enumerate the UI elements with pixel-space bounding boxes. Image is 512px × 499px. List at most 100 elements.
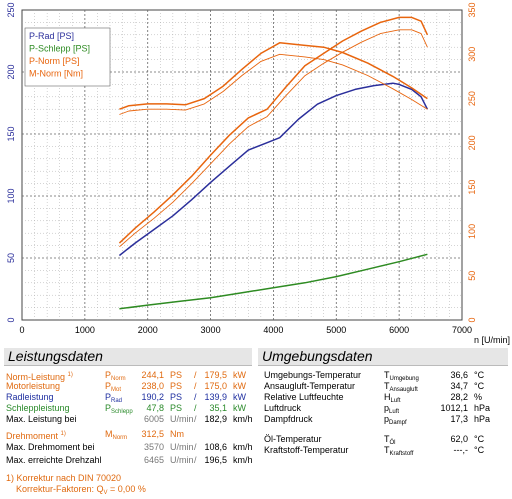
row-value2: 108,6 xyxy=(204,442,227,452)
row-value: 36,6 xyxy=(450,370,468,380)
row-sep: / xyxy=(194,414,197,424)
y-left-tick-label: 150 xyxy=(6,126,16,141)
row-value1: 312,5 xyxy=(141,429,164,439)
row-unit1: U/min xyxy=(170,442,194,452)
row-value2: 139,9 xyxy=(204,392,227,402)
legend-entry: M-Norm [Nm] xyxy=(29,69,83,79)
legend-entry: P-Rad [PS] xyxy=(29,31,74,41)
legend-box xyxy=(24,27,111,87)
row-unit: °C xyxy=(474,434,485,444)
y-right-tick-label: 250 xyxy=(467,91,477,106)
y-right-tick-label: 100 xyxy=(467,224,477,239)
series-line-1 xyxy=(119,253,428,310)
y-right-tick-label: 50 xyxy=(467,271,477,281)
y-right-tick-label: 150 xyxy=(467,180,477,195)
row-unit: % xyxy=(474,392,483,402)
y-left-tick-label: 0 xyxy=(6,317,16,322)
row-label: Luftdruck xyxy=(264,403,302,413)
row-value: 34,7 xyxy=(450,381,468,391)
row-value1: 6465 xyxy=(143,455,164,465)
x-tick-label: 6000 xyxy=(389,325,409,335)
row-unit1: U/min xyxy=(170,455,194,465)
row-value1: 6005 xyxy=(143,414,164,424)
leistungsdaten-panel: Leistungsdaten Norm-Leistung 1) PNorm 244,… xyxy=(4,348,253,496)
row-value1: 3570 xyxy=(143,442,164,452)
row-unit: °C xyxy=(474,381,485,391)
leistung-row: Norm-Leistung 1) PNorm 244,1 PS / 179,5 kW xyxy=(4,370,252,382)
row-value: 28,2 xyxy=(450,392,468,402)
y-left-tick-label: 250 xyxy=(6,2,16,17)
row-sep: / xyxy=(194,381,197,391)
leistungsdaten-title: Leistungsdaten xyxy=(4,348,252,366)
row-symbol: PNorm xyxy=(105,370,126,382)
row-symbol: PSchlepp xyxy=(105,403,133,415)
row-label: Motorleistung xyxy=(6,381,61,391)
row-unit1: PS xyxy=(170,392,183,402)
x-tick-label: 1000 xyxy=(75,325,95,335)
row-unit1: U/min xyxy=(170,414,194,424)
row-value2: 196,5 xyxy=(204,455,227,465)
row-symbol: PMot xyxy=(105,381,122,393)
footnote-din: 1) Korrektur nach DIN 70020 xyxy=(6,473,122,483)
row-label: Umgebungs-Temperatur xyxy=(264,370,362,380)
footnote-korrektur: Korrektur-Faktoren: QV = 0,00 % xyxy=(16,484,146,496)
row-symbol: TAnsaugluft xyxy=(384,381,418,393)
row-label: Dampfdruck xyxy=(264,414,313,424)
row-symbol: PRad xyxy=(105,392,123,404)
row-sep: / xyxy=(194,370,197,380)
row-label: Öl-Temperatur xyxy=(264,434,322,444)
umgebung-row: Ansaugluft-Temperatur TAnsaugluft 34,7 °C xyxy=(258,381,508,393)
row-symbol: MNorm xyxy=(105,429,128,441)
chart-series xyxy=(118,16,429,310)
row-value1: 244,1 xyxy=(141,370,164,380)
x-tick-label: 7000 xyxy=(452,325,472,335)
y-right-tick-label: 350 xyxy=(467,2,477,17)
row-value2: 179,5 xyxy=(204,370,227,380)
series-line-2 xyxy=(118,16,429,244)
row-unit: hPa xyxy=(474,414,491,424)
x-tick-label: 4000 xyxy=(263,325,283,335)
umgebung-row: Öl-Temperatur TÖl 62,0 °C xyxy=(258,434,508,446)
umgebung-row: Dampfdruck pDampf 17,3 hPa xyxy=(258,414,508,426)
row-symbol: HLuft xyxy=(384,392,401,404)
series-line-0 xyxy=(118,82,429,257)
x-axis-label: n [U/min] xyxy=(474,335,510,345)
umgebung-row: Umgebungs-Temperatur TUmgebung 36,6 °C xyxy=(258,370,508,382)
row-label: Relative Luftfeuchte xyxy=(264,392,344,402)
row-sep: / xyxy=(194,392,197,402)
row-sep: / xyxy=(194,455,197,465)
x-tick-label: 0 xyxy=(19,325,24,335)
row-sep: / xyxy=(194,442,197,452)
series-line-5 xyxy=(119,53,428,115)
row-unit2: kW xyxy=(233,403,246,413)
row-label: Kraftstoff-Temperatur xyxy=(264,445,349,455)
legend-entry: P-Norm [PS] xyxy=(29,56,80,66)
row-value: 62,0 xyxy=(450,434,468,444)
x-tick-label: 2000 xyxy=(138,325,158,335)
row-value1: 190,2 xyxy=(141,392,164,402)
row-value1: 47,8 xyxy=(146,403,164,413)
row-value2: 35,1 xyxy=(209,403,227,413)
row-symbol: pDampf xyxy=(384,414,407,426)
row-label: Max. erreichte Drehzahl xyxy=(6,455,102,465)
row-unit2: kW xyxy=(233,392,246,402)
row-unit2: kW xyxy=(233,370,246,380)
umgebungsdaten-panel: Umgebungsdaten Umgebungs-Temperatur TUmge… xyxy=(258,348,508,496)
row-unit1: PS xyxy=(170,381,183,391)
leistung-row: Max. Drehmoment bei 3570 U/min/ 108,6 km/h xyxy=(4,442,253,453)
row-symbol: TKraftstoff xyxy=(384,445,414,457)
row-unit2: kW xyxy=(233,381,246,391)
row-label: Max. Drehmoment bei xyxy=(6,442,95,452)
leistung-row: Max. erreichte Drehzahl 6465 U/min/ 196,5 km… xyxy=(4,455,253,466)
row-label: Ansaugluft-Temperatur xyxy=(264,381,356,391)
umgebungsdaten-title: Umgebungsdaten xyxy=(258,348,508,366)
chart-legend: P-Rad [PS] P-Schlepp [PS] P-Norm [PS] M-Nor… xyxy=(24,27,111,87)
y-right-tick-label: 0 xyxy=(467,317,477,322)
y-left-tick-label: 200 xyxy=(6,64,16,79)
row-label: Drehmoment 1) xyxy=(6,431,66,441)
y-left-tick-label: 100 xyxy=(6,188,16,203)
leistung-row: Max. Leistung bei 6005 U/min/ 182,9 km/h xyxy=(4,414,253,425)
leistung-row: Schleppleistung PSchlepp 47,8 PS / 35,1 kW xyxy=(4,403,252,415)
